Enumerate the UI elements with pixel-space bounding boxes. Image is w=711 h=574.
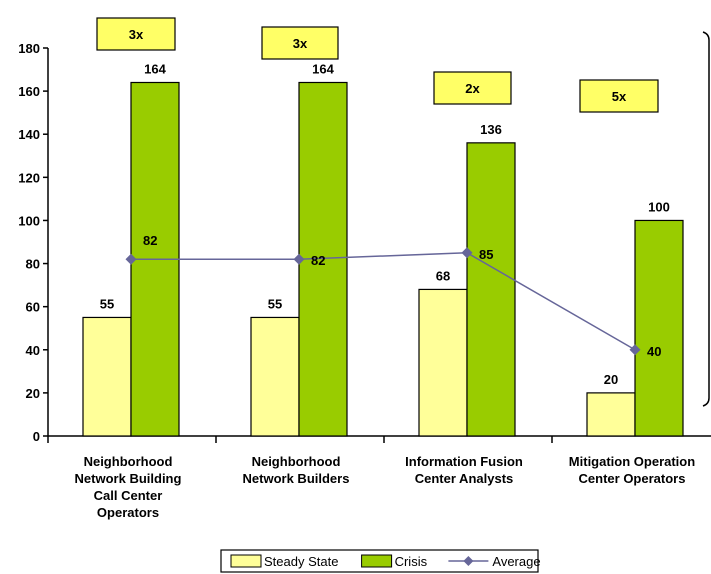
bar-steady-state <box>250 316 300 437</box>
data-label-average: 40 <box>647 344 661 359</box>
data-labels: 55 55 68 20 164 164 136 100 82 82 85 40 <box>100 61 670 386</box>
legend-label: Crisis <box>395 554 428 569</box>
y-tick-label: 20 <box>26 386 40 401</box>
category-label: Neighborhood Network Building Call Center O… <box>75 454 182 520</box>
multiplier-box <box>433 71 512 105</box>
legend: Steady State Crisis Average <box>220 549 541 573</box>
multiplier-label: 2x <box>465 81 480 96</box>
average-point <box>461 247 473 259</box>
y-tick-label: 160 <box>18 84 40 99</box>
right-bracket <box>702 31 710 407</box>
multiplier-label: 3x <box>129 27 144 42</box>
legend-swatch <box>230 554 262 568</box>
y-axis: 0 20 40 60 80 100 120 140 160 180 <box>18 41 49 444</box>
legend-label: Average <box>492 554 540 569</box>
multiplier-box <box>261 26 339 60</box>
average-point <box>293 253 305 265</box>
category-label: Mitigation Operation Center Operators <box>569 454 695 486</box>
x-axis <box>47 435 711 443</box>
legend-label: Steady State <box>264 554 338 569</box>
category-label: Neighborhood Network Builders <box>243 454 350 486</box>
y-tick-label: 140 <box>18 127 40 142</box>
y-tick-label: 40 <box>26 343 40 358</box>
y-tick-label: 120 <box>18 170 40 185</box>
average-point <box>125 253 137 265</box>
legend-swatch <box>361 554 393 568</box>
multiplier-label: 5x <box>612 89 627 104</box>
legend-marker <box>463 556 474 566</box>
data-label-average: 82 <box>143 233 157 248</box>
average-series-line <box>131 252 636 351</box>
multiplier-boxes: 3x 3x 2x 5x <box>96 17 659 113</box>
category-labels: Neighborhood Network Building Call Center O… <box>75 454 696 520</box>
data-label-crisis: 100 <box>648 199 670 214</box>
average-point <box>629 344 641 356</box>
data-label-average: 85 <box>479 247 493 262</box>
data-label-average: 82 <box>311 253 325 268</box>
data-label-crisis: 164 <box>144 61 166 76</box>
data-label-steady-state: 55 <box>268 296 282 311</box>
data-label-steady-state: 55 <box>100 296 114 311</box>
bar-steady-state <box>82 316 132 437</box>
multiplier-box <box>96 17 176 51</box>
bar-crisis <box>634 219 684 437</box>
y-tick-label: 0 <box>33 429 40 444</box>
bar-steady-state <box>586 392 636 437</box>
y-tick-label: 180 <box>18 41 40 56</box>
y-tick-label: 80 <box>26 257 40 272</box>
data-label-steady-state: 20 <box>604 372 618 387</box>
data-label-crisis: 164 <box>312 61 334 76</box>
category-label: Information Fusion Center Analysts <box>405 454 523 486</box>
bar-steady-state <box>418 288 468 437</box>
y-tick-label: 100 <box>18 213 40 228</box>
bar-crisis <box>466 142 516 437</box>
multiplier-box <box>579 79 659 113</box>
data-label-crisis: 136 <box>480 122 502 137</box>
y-tick-label: 60 <box>26 300 40 315</box>
bars <box>82 81 684 437</box>
multiplier-label: 3x <box>293 36 308 51</box>
average-line <box>125 247 641 356</box>
data-label-steady-state: 68 <box>436 268 450 283</box>
